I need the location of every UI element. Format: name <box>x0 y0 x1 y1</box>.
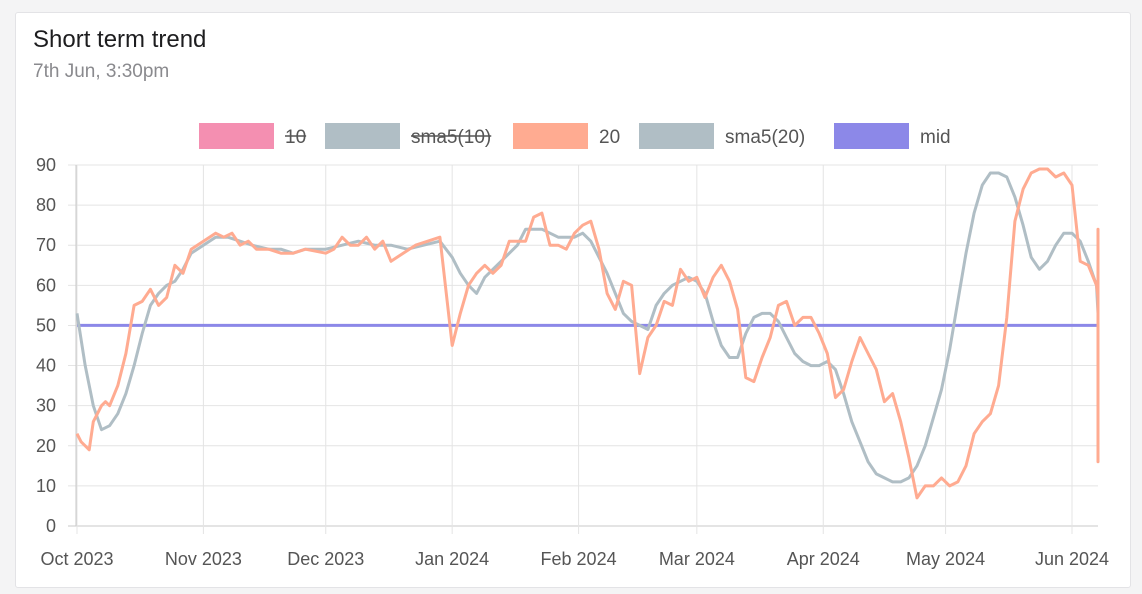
y-tick-label: 20 <box>36 436 56 456</box>
y-axis: 0 10 20 30 40 50 60 70 80 90 <box>36 155 56 536</box>
legend-item-3[interactable]: 20 <box>513 123 620 149</box>
y-tick-label: 90 <box>36 155 56 175</box>
x-tick-label: Jan 2024 <box>415 549 489 569</box>
series-line-20 <box>75 167 1100 500</box>
x-tick-label: Apr 2024 <box>787 549 860 569</box>
legend-label: 20 <box>599 127 620 148</box>
x-tick-label: Jun 2024 <box>1035 549 1109 569</box>
y-tick-label: 0 <box>46 516 56 536</box>
x-tick-label: Nov 2023 <box>165 549 242 569</box>
series-lines <box>75 167 1100 500</box>
legend-item-1[interactable]: 10 <box>199 123 307 149</box>
legend-item-4[interactable]: sma5(20) <box>639 123 805 149</box>
legend-swatch <box>513 123 588 149</box>
y-tick-label: 10 <box>36 476 56 496</box>
x-axis: Oct 2023 Nov 2023 Dec 2023 Jan 2024 Feb 2024… <box>40 549 1109 569</box>
series-line-sma5-20 <box>75 171 1100 484</box>
legend-item-2[interactable]: sma5(10) <box>325 123 492 149</box>
legend-swatch <box>639 123 714 149</box>
legend-label: sma5(20) <box>725 127 805 148</box>
y-tick-label: 50 <box>36 315 56 335</box>
card-subtitle: 7th Jun, 3:30pm <box>33 61 170 82</box>
chart-grid <box>68 164 1098 534</box>
chart-legend[interactable]: 10 sma5(10) 20 sma5(20) mid <box>199 123 951 149</box>
y-tick-label: 70 <box>36 235 56 255</box>
y-tick-label: 60 <box>36 275 56 295</box>
legend-item-5[interactable]: mid <box>834 123 951 149</box>
card-title: Short term trend <box>33 26 207 53</box>
x-tick-label: Oct 2023 <box>40 549 113 569</box>
legend-swatch <box>325 123 400 149</box>
x-tick-label: Mar 2024 <box>659 549 735 569</box>
legend-label: sma5(10) <box>411 127 491 148</box>
legend-swatch <box>834 123 909 149</box>
chart-card <box>15 12 1131 588</box>
y-tick-label: 80 <box>36 195 56 215</box>
y-tick-label: 40 <box>36 356 56 376</box>
legend-label: 10 <box>285 127 306 148</box>
x-tick-label: May 2024 <box>906 549 985 569</box>
legend-label: mid <box>920 127 951 148</box>
x-tick-label: Dec 2023 <box>287 549 364 569</box>
x-tick-label: Feb 2024 <box>541 549 617 569</box>
legend-swatch <box>199 123 274 149</box>
y-tick-label: 30 <box>36 396 56 416</box>
